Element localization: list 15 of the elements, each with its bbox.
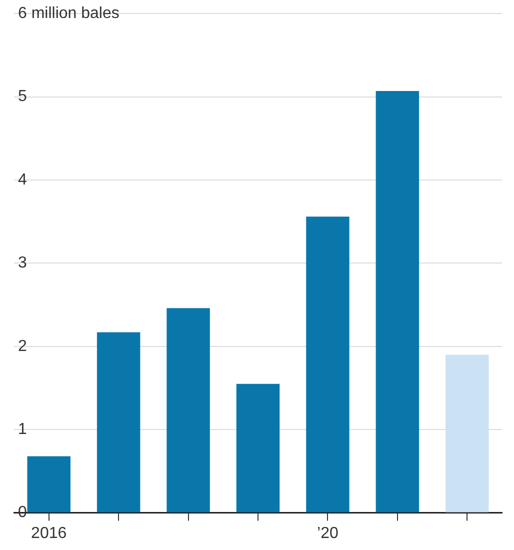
y-tick-label: 2: [18, 338, 27, 355]
y-tick-label: 3: [18, 254, 27, 272]
bar: [306, 216, 350, 512]
y-tick-label: 1: [18, 421, 27, 438]
y-tick-label: 6 million bales: [18, 5, 120, 22]
bar: [166, 308, 210, 512]
bar: [27, 456, 70, 512]
bar: [96, 332, 140, 512]
x-tick-label: ’20: [317, 524, 338, 542]
bar: [446, 354, 489, 512]
y-tick-label: 5: [18, 88, 27, 106]
y-tick-label: 4: [18, 171, 27, 188]
bar: [236, 384, 280, 512]
x-tick-label: 2016: [31, 524, 67, 542]
bar: [376, 90, 420, 512]
